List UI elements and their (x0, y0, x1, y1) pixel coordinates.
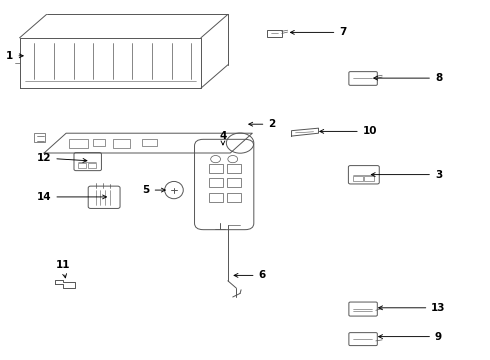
Text: 10: 10 (320, 126, 377, 136)
Bar (34, 133, 45, 142)
Bar (227, 178, 241, 187)
Bar (88, 163, 96, 168)
Text: 2: 2 (249, 119, 275, 129)
Text: 14: 14 (37, 192, 106, 202)
Text: 1: 1 (6, 51, 23, 61)
Bar (78, 163, 86, 168)
Bar (227, 193, 241, 202)
Bar (267, 30, 282, 37)
Bar (93, 139, 105, 146)
Text: 8: 8 (374, 73, 442, 83)
Text: 12: 12 (37, 153, 87, 163)
Bar (209, 193, 223, 202)
Bar (142, 139, 157, 146)
Text: 9: 9 (379, 332, 442, 342)
Text: 5: 5 (143, 185, 165, 195)
Bar (113, 139, 130, 148)
Bar (69, 139, 88, 148)
Bar (364, 176, 374, 181)
Text: 13: 13 (379, 303, 446, 313)
Text: 7: 7 (291, 27, 347, 37)
Text: 4: 4 (219, 131, 227, 145)
Bar (209, 164, 223, 173)
Text: 6: 6 (234, 270, 266, 280)
Bar (209, 178, 223, 187)
Text: 3: 3 (371, 170, 442, 180)
Bar (227, 164, 241, 173)
Bar (353, 176, 363, 181)
Text: 11: 11 (55, 260, 70, 278)
